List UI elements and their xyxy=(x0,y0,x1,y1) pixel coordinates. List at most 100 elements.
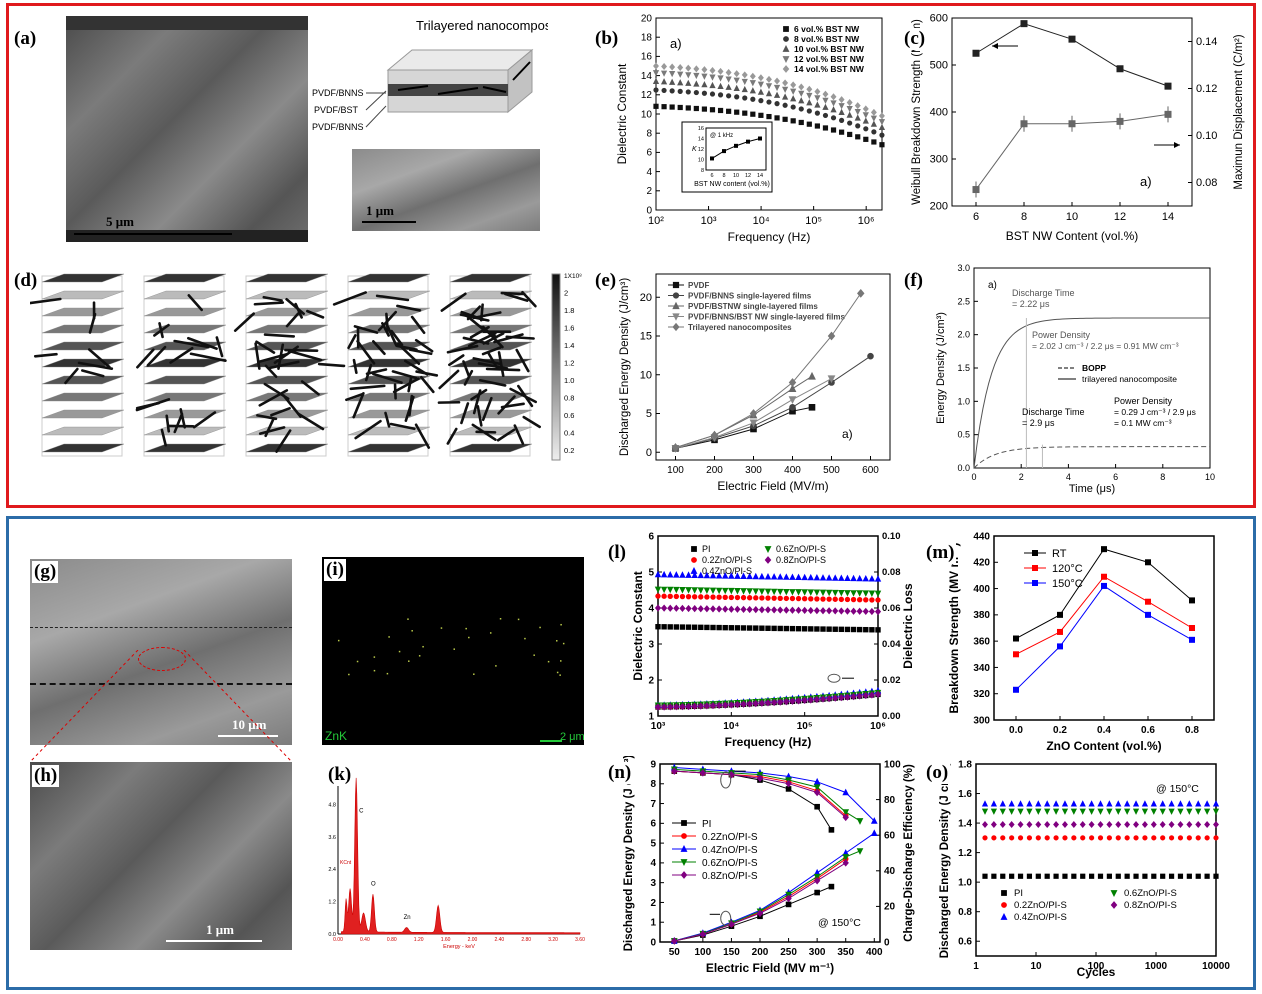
colorbar-tick-label: 1.8 xyxy=(564,306,574,315)
nanowire xyxy=(472,389,482,415)
data-point xyxy=(741,78,748,86)
data-point xyxy=(846,105,853,113)
zn-dot xyxy=(398,650,401,653)
data-point xyxy=(1195,821,1202,829)
nanowire xyxy=(256,352,289,364)
data-point xyxy=(749,80,756,87)
y-tick-label: 0.6 xyxy=(958,937,972,948)
zn-dot xyxy=(489,632,492,634)
data-point xyxy=(813,573,821,581)
data-point xyxy=(814,88,821,96)
data-point xyxy=(679,593,686,600)
x-tick-label: 2.80 xyxy=(521,937,531,943)
x-tick-label: 8 xyxy=(1021,211,1027,223)
data-point xyxy=(1089,835,1095,841)
nanowire xyxy=(462,360,471,378)
zn-dot xyxy=(556,640,558,642)
data-point xyxy=(725,68,732,76)
series-line xyxy=(973,446,1211,469)
x-tick-label: 3.20 xyxy=(548,937,558,943)
zn-dot xyxy=(539,626,541,629)
panel-label-k: (k) xyxy=(326,764,354,786)
data-point xyxy=(790,88,797,95)
data-point xyxy=(746,595,753,601)
data-point xyxy=(828,883,835,890)
nanowire xyxy=(285,312,300,328)
data-point xyxy=(677,64,684,72)
data-point xyxy=(1186,821,1193,829)
data-point xyxy=(777,625,783,632)
data-point xyxy=(1106,808,1113,815)
data-point xyxy=(801,596,808,602)
data-point xyxy=(673,624,680,630)
data-point xyxy=(1052,808,1060,815)
data-point xyxy=(660,78,668,85)
layer-label-mid: PVDF/BST xyxy=(314,105,359,115)
data-point xyxy=(746,605,753,614)
field-slice xyxy=(143,273,227,283)
x-tick-label: 10 xyxy=(1030,961,1042,972)
inset-y-tick-label: 16 xyxy=(698,126,704,132)
data-point xyxy=(770,573,778,580)
scale-label: 2 μm xyxy=(560,731,584,743)
data-point xyxy=(847,131,853,138)
inset-point xyxy=(758,136,762,141)
data-point xyxy=(856,607,863,615)
data-point xyxy=(869,597,875,603)
colorbar-tick-label: 1.0 xyxy=(564,376,574,385)
data-point xyxy=(1070,800,1077,807)
data-point xyxy=(1195,835,1201,841)
y2-tick-label: 0.12 xyxy=(1196,83,1217,95)
data-point xyxy=(709,605,717,613)
data-point xyxy=(1141,800,1149,807)
data-point xyxy=(759,595,765,601)
data-point xyxy=(806,108,812,114)
x-tick-label: 3.60 xyxy=(575,937,585,943)
panel-label-m: (m) xyxy=(924,542,957,564)
efficiency-point xyxy=(813,788,821,797)
panel-tag: a) xyxy=(670,36,682,51)
y2-tick-label: 0.06 xyxy=(882,603,901,614)
data-point xyxy=(1150,808,1157,815)
series-marker-circle xyxy=(720,910,732,926)
legend-label: 0.6ZnO/PI-S xyxy=(702,858,758,869)
data-point xyxy=(790,104,796,110)
data-point xyxy=(814,626,820,632)
nanowire xyxy=(446,344,479,354)
x-tick-label: 0.6 xyxy=(1141,725,1155,736)
data-point xyxy=(654,604,662,612)
data-point xyxy=(661,604,668,612)
data-point xyxy=(878,112,885,120)
legend-marker xyxy=(1032,550,1038,556)
nanowire xyxy=(192,411,217,429)
data-point xyxy=(830,115,837,121)
nanowire xyxy=(364,363,373,382)
data-point xyxy=(776,573,784,580)
data-point xyxy=(1053,873,1059,879)
data-point xyxy=(819,589,827,597)
nanowire xyxy=(438,369,460,390)
data-point xyxy=(783,588,790,596)
eds-spectrum-chart: 6.04.83.62.41.20.00.000.400.801.201.602.… xyxy=(328,770,585,950)
loss-point xyxy=(752,699,759,708)
y-tick-label: 340 xyxy=(973,663,990,674)
data-point xyxy=(721,587,729,595)
data-point xyxy=(1186,800,1193,807)
sem-cross-section-image: 5 μm xyxy=(66,16,308,242)
nanowire xyxy=(384,411,391,428)
nanowire xyxy=(135,401,161,410)
data-point xyxy=(740,625,747,631)
loss-point xyxy=(667,703,674,711)
data-point xyxy=(654,570,662,578)
zn-dot xyxy=(562,642,565,645)
loss-point xyxy=(874,690,882,699)
nanowire xyxy=(389,422,416,431)
x-axis-label: Electric Field (MV m⁻¹) xyxy=(706,961,834,975)
field-slice xyxy=(449,273,533,283)
data-point xyxy=(844,574,851,582)
chart-m: 0.0 0.2 0.4 0.6 0.8 300 320 340 360 380 400 420 440 Z… xyxy=(947,531,1215,753)
nanowire xyxy=(173,412,184,434)
data-point xyxy=(716,605,723,613)
data-point xyxy=(844,596,851,603)
data-point xyxy=(827,375,836,384)
